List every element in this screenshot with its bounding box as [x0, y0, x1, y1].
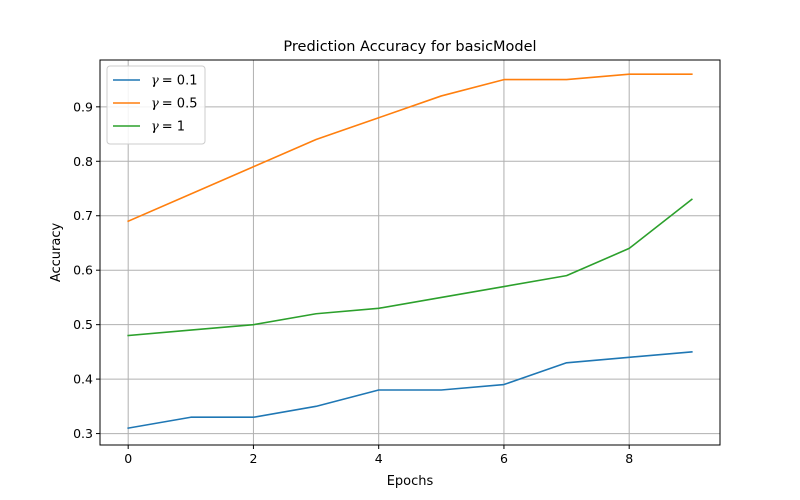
x-axis-label: Epochs [387, 474, 434, 489]
grid-lines [100, 60, 720, 445]
y-tick-label: 0.7 [73, 208, 93, 223]
legend-label-2: γ = 1 [151, 120, 185, 135]
legend-symbol: γ [151, 120, 159, 135]
data-point [502, 285, 505, 288]
legend-value: = 1 [162, 120, 185, 135]
y-tick-label: 0.8 [73, 154, 93, 169]
plot-area-frame [99, 59, 721, 446]
data-point [690, 198, 693, 201]
legend-value: = 0.1 [162, 74, 198, 89]
data-point [565, 78, 568, 81]
data-point [377, 388, 380, 391]
x-axis-ticks: 0 2 4 6 8 [124, 445, 633, 466]
data-point [690, 350, 693, 353]
legend-value: = 0.5 [162, 97, 198, 112]
data-point [127, 334, 130, 337]
legend: γ = 0.1γ = 0.5γ = 1 [106, 65, 206, 145]
data-point [127, 427, 130, 430]
data-point [314, 405, 317, 408]
data-point [628, 73, 631, 76]
legend-symbol: γ [151, 97, 159, 112]
data-point [189, 416, 192, 419]
data-point [314, 312, 317, 315]
data-point [440, 296, 443, 299]
legend-box [106, 65, 206, 145]
data-point [628, 356, 631, 359]
legend-label-1: γ = 0.5 [151, 97, 197, 112]
y-axis-ticks: 0.3 0.4 0.5 0.6 0.7 0.8 0.9 [73, 99, 100, 441]
legend-label-0: γ = 0.1 [151, 74, 197, 89]
data-point [377, 116, 380, 119]
data-point [502, 78, 505, 81]
x-tick-label: 8 [625, 451, 633, 466]
data-point [252, 165, 255, 168]
data-point [189, 192, 192, 195]
data-point [565, 361, 568, 364]
x-tick-label: 2 [249, 451, 257, 466]
data-point [565, 274, 568, 277]
y-tick-label: 0.4 [73, 372, 93, 387]
series-line-2 [127, 198, 693, 337]
legend-symbol: γ [151, 74, 159, 89]
y-tick-label: 0.3 [73, 426, 93, 441]
chart-title: Prediction Accuracy for basicModel [283, 39, 536, 55]
series-lines [127, 73, 693, 430]
data-point [252, 416, 255, 419]
data-point [440, 94, 443, 97]
data-point [377, 307, 380, 310]
y-tick-label: 0.6 [73, 263, 93, 278]
data-point [440, 388, 443, 391]
data-point [252, 323, 255, 326]
data-point [127, 220, 130, 223]
data-point [628, 247, 631, 250]
y-tick-label: 0.5 [73, 317, 93, 332]
x-tick-label: 6 [500, 451, 508, 466]
x-tick-label: 4 [375, 451, 383, 466]
y-tick-label: 0.9 [73, 99, 93, 114]
y-axis-label: Accuracy [49, 223, 64, 283]
series-line-0 [127, 351, 693, 430]
data-point [189, 328, 192, 331]
x-tick-label: 0 [124, 451, 132, 466]
data-point [690, 73, 693, 76]
data-point [502, 383, 505, 386]
data-point [314, 138, 317, 141]
series-line-1 [127, 73, 693, 223]
